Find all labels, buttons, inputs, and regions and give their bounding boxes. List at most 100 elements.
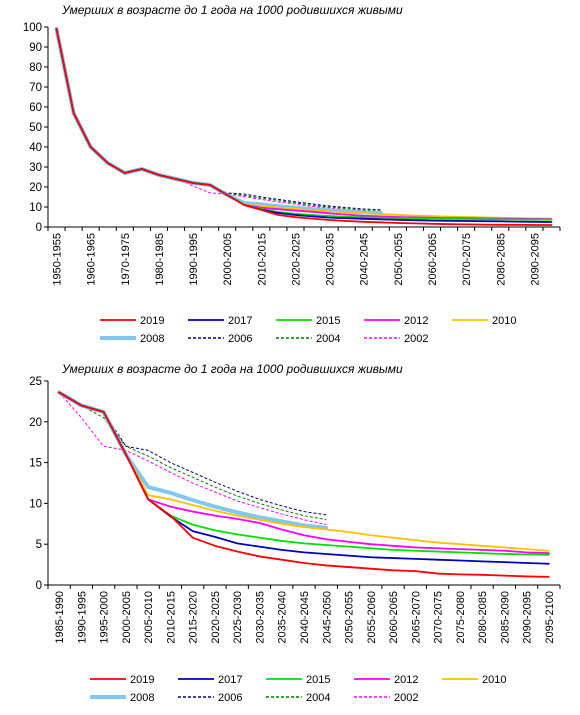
legend-item-2012: 2012: [364, 315, 428, 327]
y-tick-label: 90: [29, 42, 42, 54]
chart-title: Умерших в возрасте до 1 года на 1000 род…: [61, 3, 403, 17]
series-line-2015: [58, 391, 550, 556]
legend-item-2012: 2012: [354, 674, 418, 686]
x-tick-label: 2005-2010: [143, 591, 155, 644]
x-tick-label: 1995-2000: [99, 591, 111, 644]
x-tick-label: 2000-2005: [222, 233, 234, 286]
legend-item-2010: 2010: [452, 315, 516, 327]
legend-item-2002: 2002: [354, 692, 418, 704]
legend-label: 2004: [316, 333, 340, 345]
legend-item-2015: 2015: [276, 315, 340, 327]
series-line-2012: [58, 391, 550, 555]
series-line-2017: [55, 28, 553, 223]
y-tick-label: 15: [29, 458, 42, 470]
chart-bottom-svg: Умерших в возрасте до 1 года на 1000 род…: [29, 362, 561, 704]
legend-item-2019: 2019: [100, 315, 164, 327]
x-tick-label: 2040-2045: [359, 233, 371, 286]
x-tick-label: 2070-2075: [461, 233, 473, 286]
legend-label: 2002: [404, 333, 428, 345]
x-tick-label: 1970-1975: [120, 233, 132, 286]
y-tick-label: 80: [29, 62, 42, 74]
x-tick-label: 2060-2065: [427, 233, 439, 286]
series-line-2004: [56, 28, 381, 212]
x-tick-label: 2020-2025: [210, 591, 222, 644]
x-tick-label: 1990-1995: [188, 233, 200, 286]
x-tick-label: 2040-2045: [299, 591, 311, 644]
legend-label: 2008: [140, 333, 164, 345]
x-tick-label: 2085-2090: [499, 591, 511, 644]
x-tick-label: 2065-2070: [410, 591, 422, 644]
legend-label: 2002: [394, 692, 418, 704]
y-tick-label: 10: [29, 498, 42, 510]
x-tick-label: 1985-1990: [54, 591, 66, 644]
chart-top: Умерших в возрасте до 1 года на 1000 род…: [0, 0, 580, 355]
series-line-2002: [58, 392, 327, 526]
x-tick-label: 1990-1995: [76, 591, 88, 644]
x-tick-label: 2045-2050: [321, 591, 333, 644]
legend-label: 2008: [130, 692, 154, 704]
y-tick-label: 0: [36, 222, 42, 234]
legend-item-2008: 2008: [100, 333, 164, 345]
legend-item-2010: 2010: [442, 674, 506, 686]
x-tick-label: 2060-2065: [388, 591, 400, 644]
legend-item-2019: 2019: [90, 674, 154, 686]
x-tick-label: 2055-2060: [366, 591, 378, 644]
series-line-2010: [55, 28, 553, 220]
x-tick-label: 1950-1955: [52, 233, 64, 286]
legend-label: 2015: [306, 674, 330, 686]
x-tick-label: 2090-2095: [522, 591, 534, 644]
legend-item-2004: 2004: [276, 333, 340, 345]
y-tick-label: 40: [29, 142, 42, 154]
legend-label: 2006: [218, 692, 242, 704]
x-tick-label: 2015-2020: [188, 591, 200, 644]
legend-label: 2019: [140, 315, 164, 327]
legend-label: 2004: [306, 692, 330, 704]
x-tick-label: 2080-2085: [477, 591, 489, 644]
x-tick-label: 2030-2035: [254, 591, 266, 644]
y-tick-label: 30: [29, 162, 42, 174]
series-line-2019: [58, 391, 550, 578]
x-tick-label: 1980-1985: [154, 233, 166, 286]
y-tick-label: 20: [29, 417, 42, 429]
y-tick-label: 100: [23, 22, 42, 34]
legend-item-2004: 2004: [266, 692, 330, 704]
series-line-2004: [58, 391, 327, 521]
x-tick-label: 2020-2025: [290, 233, 302, 286]
x-tick-label: 2010-2015: [165, 591, 177, 644]
legend-item-2006: 2006: [188, 333, 252, 345]
legend-label: 2019: [130, 674, 154, 686]
legend-item-2008: 2008: [90, 692, 154, 704]
x-tick-label: 2050-2055: [393, 233, 405, 286]
legend-item-2006: 2006: [178, 692, 242, 704]
y-tick-label: 10: [29, 202, 42, 214]
legend-label: 2012: [394, 674, 418, 686]
y-tick-label: 70: [29, 82, 42, 94]
x-tick-label: 2050-2055: [344, 591, 356, 644]
y-tick-label: 50: [29, 122, 42, 134]
x-tick-label: 2035-2040: [277, 591, 289, 644]
series-line-2012: [55, 28, 553, 221]
series-line-2008: [57, 390, 329, 530]
series-line-2002: [56, 28, 381, 213]
legend-label: 2015: [316, 315, 340, 327]
series-line-2006: [58, 391, 327, 516]
y-tick-label: 0: [36, 580, 42, 592]
x-tick-label: 2010-2015: [256, 233, 268, 286]
x-tick-label: 1960-1965: [86, 233, 98, 286]
x-tick-label: 2000-2005: [121, 591, 133, 644]
series-line-2006: [56, 28, 381, 211]
y-tick-label: 5: [36, 539, 42, 551]
series-line-2019: [55, 28, 553, 226]
x-tick-label: 2090-2095: [529, 233, 541, 286]
legend-label: 2006: [228, 333, 252, 345]
legend-label: 2010: [482, 674, 506, 686]
x-tick-label: 2030-2035: [325, 233, 337, 286]
x-tick-label: 2080-2085: [495, 233, 507, 286]
series-line-2010: [58, 391, 550, 552]
legend-item-2017: 2017: [178, 674, 242, 686]
series-line-2017: [58, 391, 550, 565]
x-tick-label: 2095-2100: [544, 591, 556, 644]
chart-top-svg: Умерших в возрасте до 1 года на 1000 род…: [23, 3, 561, 345]
y-tick-label: 25: [29, 376, 42, 388]
legend-item-2002: 2002: [364, 333, 428, 345]
